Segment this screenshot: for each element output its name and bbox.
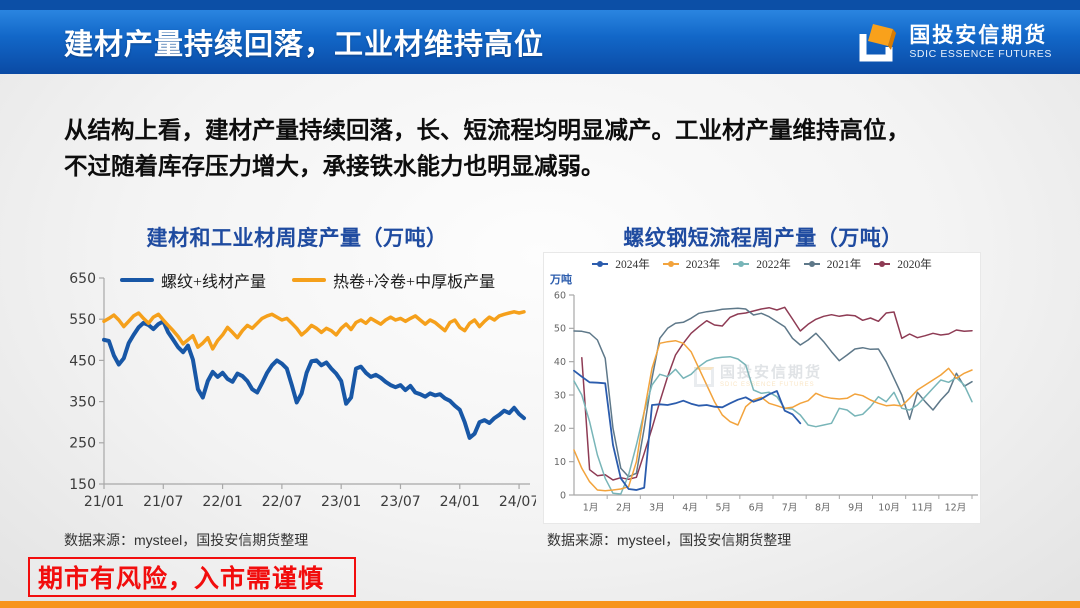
chart-legend-right: 2024年 2023年 2022年 2021年 2020年 (544, 256, 980, 272)
legend-label: 2024年 (615, 259, 650, 271)
x-tick-label: 9月 (848, 503, 864, 514)
x-tick-label: 1月 (583, 503, 599, 514)
x-tick-label: 6月 (749, 503, 765, 514)
body-line-1: 从结构上看，建材产量持续回落，长、短流程均明显减产。工业材产量维持高位， (64, 117, 910, 143)
y-tick-label: 350 (69, 395, 96, 411)
y-tick-label: 450 (69, 353, 96, 369)
x-tick-label: 21/01 (84, 494, 124, 510)
legend-swatch-icon (733, 261, 750, 267)
chart-title-right: 螺纹钢短流程周产量（万吨） (623, 227, 903, 250)
y-tick-label: 250 (69, 436, 96, 452)
legend-label: 2022年 (756, 259, 791, 271)
body-line-2: 不过随着库存压力增大，承接铁水能力也明显减弱。 (64, 153, 605, 179)
y-tick-label: 650 (69, 271, 96, 287)
y-tick-label: 150 (69, 477, 96, 493)
top-strip (0, 0, 1080, 10)
x-tick-label: 4月 (682, 503, 698, 514)
legend-swatch-icon (874, 261, 891, 267)
line-series (573, 355, 973, 495)
legend-label: 热卷+冷卷+中厚板产量 (333, 274, 496, 291)
company-logo: 国投安信期货 SDIC ESSENCE FUTURES (855, 20, 1052, 64)
chart-canvas-left: 150 250 350 450 550 650 21/01 21/07 22/01 22/07 23… (69, 271, 536, 510)
legend-swatch-icon (120, 278, 154, 282)
y-tick-label: 10 (554, 457, 566, 468)
legend-label: 螺纹+线材产量 (161, 274, 267, 291)
line-series (573, 369, 802, 491)
data-source-right: 数据来源：mysteel，国投安信期货整理 (547, 532, 792, 548)
x-tick-label: 7月 (782, 503, 798, 514)
y-tick-label: 20 (554, 424, 566, 435)
risk-disclaimer: 期市有风险，入市需谨慎 (28, 557, 356, 597)
chart-panel-right: 2024年 2023年 2022年 2021年 2020年 万吨 0 10 20 30 40 50… (543, 252, 981, 524)
legend-swatch-icon (662, 261, 679, 267)
y-axis-unit-label: 万吨 (550, 274, 572, 286)
x-tick-label: 8月 (815, 503, 831, 514)
chart-title-left: 建材和工业材周度产量（万吨） (146, 227, 448, 250)
x-tick-label: 2月 (616, 503, 632, 514)
x-tick-label: 24/07 (499, 494, 536, 510)
watermark: 国投安信期货 SDIC ESSENCE FUTURES (694, 365, 822, 389)
page-title: 建材产量持续回落，工业材维持高位 (64, 29, 545, 61)
legend-swatch-icon (592, 261, 609, 267)
logo-text-cn: 国投安信期货 (909, 23, 1048, 47)
y-tick-label: 50 (554, 324, 566, 335)
x-tick-label: 12月 (945, 503, 967, 514)
body-paragraph: 从结构上看，建材产量持续回落，长、短流程均明显减产。工业材产量维持高位， 不过随… (64, 112, 1024, 184)
logo-text-en: SDIC ESSENCE FUTURES (909, 47, 1052, 60)
header-bar: 建材产量持续回落，工业材维持高位 国投安信期货 SDIC ESSENCE FUT… (0, 10, 1080, 74)
legend-label: 2020年 (897, 259, 932, 271)
y-tick-label: 550 (69, 312, 96, 328)
x-tick-label: 5月 (715, 503, 731, 514)
watermark-text-cn: 国投安信期货 (720, 364, 823, 381)
legend-label: 2023年 (685, 259, 721, 271)
chart-canvas-right: 0 10 20 30 40 50 60 1月 2月 3月 4月 5月 6月 7月 8月 9月 10月 11月 12月 (554, 290, 978, 514)
y-tick-label: 0 (560, 490, 566, 501)
x-tick-label: 21/07 (143, 494, 183, 510)
line-series (573, 339, 973, 492)
x-tick-label: 10月 (878, 503, 900, 514)
x-tick-label: 23/01 (321, 494, 361, 510)
legend-item: 2024年 (592, 256, 650, 272)
line-series (102, 310, 526, 351)
legend-label: 2021年 (826, 259, 862, 271)
x-tick-label: 24/01 (440, 494, 480, 510)
data-source-left: 数据来源：mysteel，国投安信期货整理 (64, 532, 309, 548)
logo-mark-icon (859, 24, 897, 62)
y-tick-label: 30 (554, 390, 566, 401)
legend-item: 2021年 (803, 256, 862, 272)
legend-swatch-icon (803, 261, 820, 267)
legend-item: 2020年 (874, 256, 932, 272)
x-tick-label: 3月 (649, 503, 665, 514)
chart-weekly-output: 建材和工业材周度产量（万吨） 螺纹+线材产量 热卷+冷卷+中厚板产量 150 250… (58, 222, 536, 518)
legend-swatch-icon (292, 278, 327, 282)
bottom-bar (0, 601, 1080, 608)
y-tick-label: 40 (554, 357, 566, 368)
x-tick-label: 22/07 (262, 494, 302, 510)
x-tick-label: 22/01 (202, 494, 242, 510)
line-series (573, 307, 973, 478)
logo-text: 国投安信期货 SDIC ESSENCE FUTURES (909, 24, 1052, 61)
legend-item: 2022年 (733, 256, 791, 272)
watermark-text-en: SDIC ESSENCE FUTURES (720, 382, 815, 388)
watermark-logo-icon (694, 367, 714, 387)
line-series (581, 306, 973, 481)
legend-item: 热卷+冷卷+中厚板产量 (292, 268, 495, 292)
legend-item: 螺纹+线材产量 (120, 268, 266, 292)
chart-eaf-output: 螺纹钢短流程周产量（万吨） 2024年 2023年 2022年 2021年 2020年 … (543, 222, 983, 524)
x-tick-label: 11月 (911, 503, 933, 514)
line-series (102, 319, 526, 440)
legend-item: 2023年 (662, 256, 721, 272)
y-tick-label: 60 (554, 290, 566, 301)
x-tick-label: 23/07 (380, 494, 420, 510)
chart-legend-left: 螺纹+线材产量 热卷+冷卷+中厚板产量 (120, 268, 495, 292)
